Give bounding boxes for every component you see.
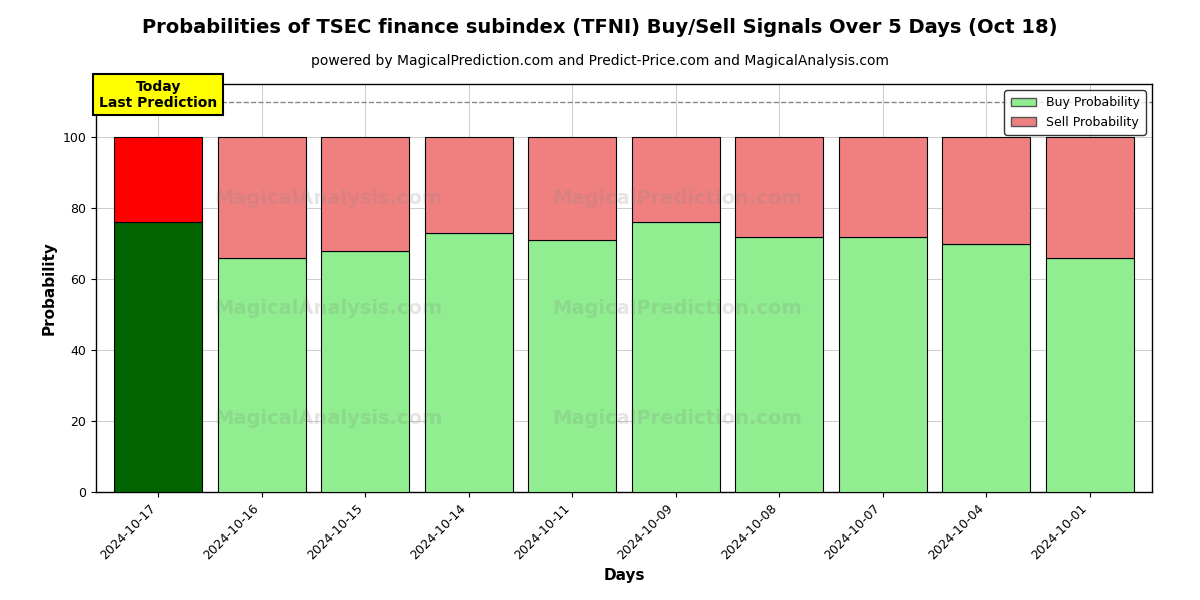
Bar bbox=[942, 137, 1031, 244]
Bar bbox=[942, 244, 1031, 492]
Text: MagicalPrediction.com: MagicalPrediction.com bbox=[552, 409, 802, 428]
Bar bbox=[322, 137, 409, 251]
Text: MagicalAnalysis.com: MagicalAnalysis.com bbox=[214, 299, 443, 318]
Bar bbox=[217, 137, 306, 258]
Bar bbox=[425, 137, 512, 233]
Bar bbox=[114, 137, 202, 223]
Bar bbox=[528, 240, 617, 492]
Legend: Buy Probability, Sell Probability: Buy Probability, Sell Probability bbox=[1004, 90, 1146, 135]
Bar bbox=[736, 137, 823, 236]
Y-axis label: Probability: Probability bbox=[42, 241, 56, 335]
Text: MagicalAnalysis.com: MagicalAnalysis.com bbox=[214, 409, 443, 428]
Bar bbox=[114, 223, 202, 492]
Bar bbox=[528, 137, 617, 240]
Bar bbox=[631, 223, 720, 492]
Bar bbox=[1046, 258, 1134, 492]
Bar bbox=[322, 251, 409, 492]
Text: Today
Last Prediction: Today Last Prediction bbox=[98, 80, 217, 110]
Text: powered by MagicalPrediction.com and Predict-Price.com and MagicalAnalysis.com: powered by MagicalPrediction.com and Pre… bbox=[311, 54, 889, 68]
Text: MagicalAnalysis.com: MagicalAnalysis.com bbox=[214, 189, 443, 208]
Text: MagicalPrediction.com: MagicalPrediction.com bbox=[552, 189, 802, 208]
X-axis label: Days: Days bbox=[604, 568, 644, 583]
Bar bbox=[839, 236, 926, 492]
Text: Probabilities of TSEC finance subindex (TFNI) Buy/Sell Signals Over 5 Days (Oct : Probabilities of TSEC finance subindex (… bbox=[143, 18, 1057, 37]
Bar bbox=[425, 233, 512, 492]
Bar bbox=[631, 137, 720, 223]
Bar bbox=[839, 137, 926, 236]
Bar bbox=[1046, 137, 1134, 258]
Bar bbox=[217, 258, 306, 492]
Bar bbox=[736, 236, 823, 492]
Text: MagicalPrediction.com: MagicalPrediction.com bbox=[552, 299, 802, 318]
